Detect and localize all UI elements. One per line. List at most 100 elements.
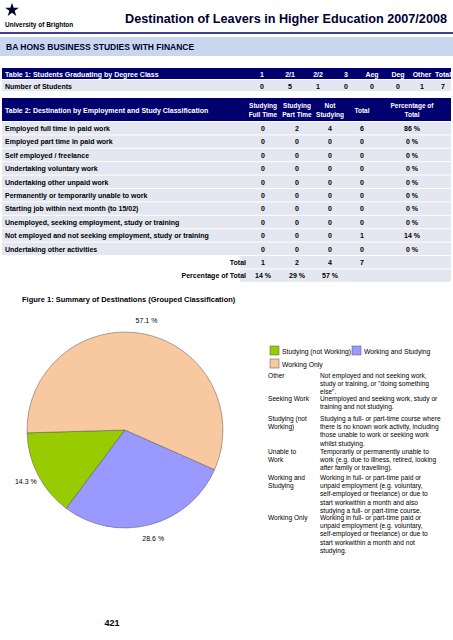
table2-cell: 0	[261, 179, 265, 186]
table2-row-label: Undertaking other unpaid work	[5, 179, 109, 187]
table2-percent: 29 %	[289, 272, 306, 279]
table2-cell: 0	[261, 205, 265, 212]
table2-cell: 0	[295, 179, 299, 186]
table1-column: 2/1	[285, 71, 295, 78]
table1-column: 3	[344, 71, 348, 78]
definition-term: Work	[268, 456, 284, 463]
definition-text: start workwithin a month and also	[320, 499, 418, 506]
logo-text: University of Brighton	[5, 21, 73, 29]
table2-column: Studying	[283, 102, 311, 110]
table2-cell: 0	[328, 219, 332, 226]
table1-column: Aeg	[365, 71, 378, 79]
table2-cell: 0	[328, 246, 332, 253]
table2-column: Studying	[249, 102, 277, 110]
table2-cell: 0	[261, 152, 265, 159]
legend-swatch	[270, 346, 279, 355]
table2-cell: 0	[328, 192, 332, 199]
table2-row-label: Employed part time in paid work	[5, 138, 113, 146]
table2-row-label: Not employed and not seeking employment,…	[5, 232, 209, 240]
table2-column: Percentage of	[391, 102, 435, 110]
definition-term: Working Only	[268, 514, 308, 522]
table1-cell: 0	[370, 83, 374, 90]
table2-cell: 0	[261, 246, 265, 253]
table2-percent-bg	[240, 269, 451, 281]
definition-text: training and not studying.	[320, 403, 394, 411]
table2-cell: 0	[360, 165, 364, 172]
table2-cell: 2	[295, 125, 299, 132]
definition-term: Studying	[268, 482, 294, 490]
legend-label: Studying (not Working)	[282, 348, 351, 356]
pie	[27, 332, 223, 528]
definition-text: study or training, or "doing something	[320, 380, 429, 388]
table2-cell: 0	[295, 138, 299, 145]
data-labels: 14.3 %28.6 %57.1 %	[15, 317, 164, 542]
definitions: OtherNot employed and not seeking work,s…	[268, 372, 441, 555]
table2-column: Part Time	[282, 111, 312, 118]
table1-cell: 0	[344, 83, 348, 90]
legend-swatch	[352, 346, 361, 355]
table2-cell: 0	[360, 205, 364, 212]
table2-row-bg	[2, 135, 451, 147]
pie-slice	[27, 332, 223, 470]
table2-cell: 14 %	[404, 232, 421, 239]
table1-column: Deg	[391, 71, 404, 79]
table2-cell: 0	[261, 125, 265, 132]
definition-term: Working)	[268, 423, 294, 431]
table2-cell: 0	[360, 179, 364, 186]
table2-cell: 0	[295, 165, 299, 172]
table2-cell: 0	[328, 138, 332, 145]
logo-icon	[5, 3, 19, 16]
legend-swatch	[270, 359, 279, 368]
table2-cell: 0 %	[406, 165, 419, 172]
table2-cell: 0	[261, 219, 265, 226]
table2-row-label: Permanently or temporarily unable to wor…	[5, 192, 147, 200]
definition-text: Working in full- or part-time paid or	[320, 514, 422, 522]
table2-row-label: Undertaking voluntary work	[5, 165, 98, 173]
table2-row-bg	[2, 122, 451, 134]
table2-row-bg	[2, 243, 451, 255]
table2-cell: 0	[261, 165, 265, 172]
table2-cell: 0 %	[406, 246, 419, 253]
definition-text: there is no known work activity, includi…	[320, 423, 439, 431]
definition-text: after family or travelling).	[320, 464, 392, 472]
table2-row-label: Undertaking other activities	[5, 246, 97, 254]
definition-term: Other	[268, 372, 285, 379]
table2-total-label: Total	[230, 259, 246, 266]
definition-text: Unemployed and seeking work, study or	[320, 395, 438, 403]
legend: Studying (not Working)Working and Studyi…	[270, 346, 431, 369]
table1-cell: 0	[260, 83, 264, 90]
course-title: BA HONS BUSINESS STUDIES WITH FINANCE	[6, 42, 194, 52]
table2-cell: 0 %	[406, 152, 419, 159]
table2-column: Total	[404, 111, 419, 118]
definition-term: Unable to	[268, 448, 297, 455]
table2-column: Studying	[316, 111, 344, 119]
table1-column: Total	[435, 71, 451, 78]
table2-row-bg	[2, 189, 451, 201]
table1-cell: 7	[441, 83, 445, 90]
table2-cell: 86 %	[404, 125, 421, 132]
table2-cell: 4	[328, 125, 332, 132]
table2-cell: 0	[328, 152, 332, 159]
header-rule	[0, 32, 453, 34]
table2-cell: 0	[295, 232, 299, 239]
definition-term: Seeking Work	[268, 395, 310, 403]
legend-label: Working Only	[282, 361, 323, 369]
table2-row-bg	[2, 162, 451, 174]
table2-row-label: Self employed / freelance	[5, 152, 89, 160]
table1-row-label: Number of Students	[5, 83, 72, 90]
figure: Figure 1: Summary of Destinations (Group…	[15, 295, 441, 555]
table2-total: 4	[328, 259, 332, 266]
table2-cell: 0 %	[406, 138, 419, 145]
data-label: 57.1 %	[136, 317, 158, 324]
table2-total: 7	[360, 259, 364, 266]
table2-row-label: Unemployed, seeking employment, study or…	[5, 219, 179, 227]
page-number: 421	[104, 618, 119, 628]
table2-cell: 0	[328, 165, 332, 172]
table2-total-bg	[240, 256, 451, 268]
definition-text: those unable to work or seeking work	[320, 431, 430, 439]
table2-cell: 0	[328, 179, 332, 186]
table2-row-bg	[2, 229, 451, 241]
table1-header-bg	[2, 68, 451, 79]
table1-cell: 1	[420, 83, 424, 90]
figure-title: Figure 1: Summary of Destinations (Group…	[22, 295, 236, 304]
